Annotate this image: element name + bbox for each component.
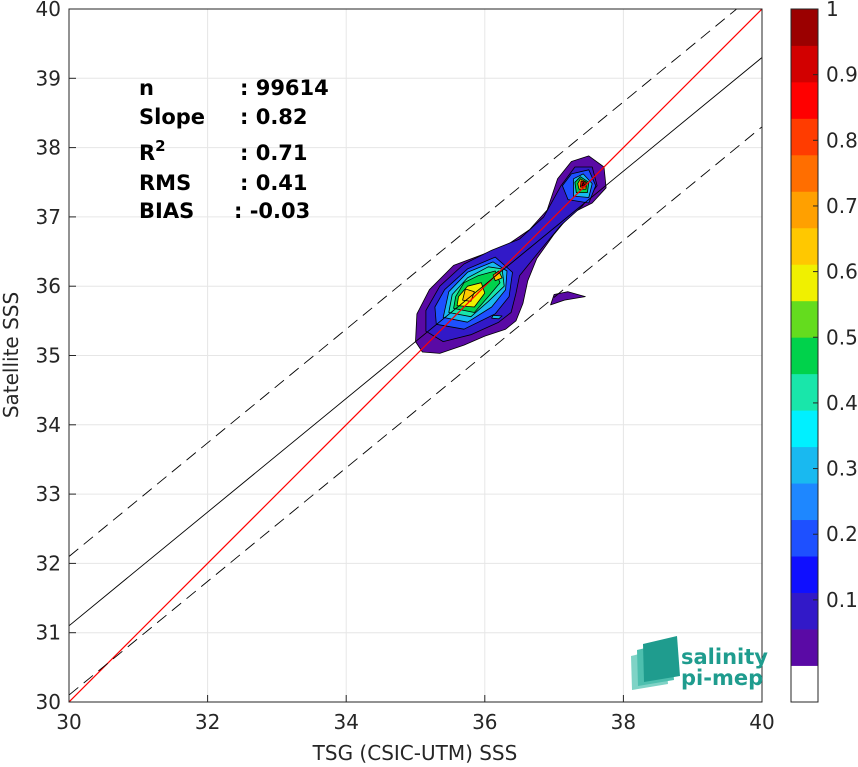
logo-mark-icon: [631, 636, 680, 690]
colorbar-frame: [790, 8, 819, 703]
y-tick-label: 38: [36, 136, 61, 160]
colorbar-segment: [791, 191, 818, 229]
stat-name: RMS: [139, 171, 191, 195]
colorbar-segment: [791, 227, 818, 265]
colorbar-tick-label: 0.9: [826, 63, 858, 87]
colorbar-segment: [791, 9, 818, 46]
colorbar-tick-label: 0.8: [826, 128, 858, 152]
identity-line: [69, 9, 762, 702]
y-tick-label: 39: [36, 66, 61, 90]
colorbar-tick-label: 0.1: [826, 588, 858, 612]
colorbar-segment: [791, 519, 818, 557]
colorbar: 0.1 0.2 0.3 0.4 0.5 0.6 0.7 0.8 0.9 1: [790, 0, 858, 703]
density-contour: [581, 181, 585, 187]
salinity-pi-mep-logo: salinity pi-mep: [631, 636, 768, 690]
colorbar-segment: [791, 81, 818, 119]
stat-name: BIAS: [139, 199, 194, 223]
statistics-box: n : 99614 Slope : 0.82 R2 : 0.71 RMS : 0.41 BIAS…: [139, 76, 329, 223]
colorbar-segment: [791, 337, 818, 375]
colorbar-tick-label: 0.4: [826, 391, 858, 415]
y-tick-label: 31: [36, 621, 61, 645]
x-tick-label: 34: [333, 710, 358, 734]
stat-superscript: 2: [155, 137, 165, 155]
colorbar-segment: [791, 556, 818, 593]
y-tick-label: 34: [36, 413, 61, 437]
stat-name: n: [139, 76, 154, 100]
regression-line: [69, 57, 762, 627]
logo-line1: salinity: [681, 645, 768, 669]
stat-value: : 0.41: [240, 171, 308, 195]
density-contour: [550, 291, 586, 306]
fit-lines: [69, 9, 762, 702]
stat-value: : 0.82: [240, 105, 308, 129]
colorbar-segment: [791, 264, 818, 302]
colorbar-tick-label: 0.7: [826, 194, 858, 218]
x-ticks: 30 32 34 36 38 40: [56, 695, 775, 734]
density-contour: [491, 314, 503, 320]
colorbar-segment: [791, 373, 818, 411]
colorbar-tick-label: 0.5: [826, 325, 858, 349]
y-tick-label: 30: [36, 690, 61, 714]
x-axis-label: TSG (CSIC-UTM) SSS: [312, 741, 518, 765]
colorbar-segment: [791, 300, 818, 338]
x-tick-label: 38: [611, 710, 636, 734]
y-tick-label: 37: [36, 205, 61, 229]
x-tick-label: 32: [195, 710, 220, 734]
y-ticks: 30 31 32 33 34 35 36 37 38 39 40: [36, 0, 76, 714]
y-axis-label: Satellite SSS: [0, 292, 23, 418]
stat-value: : 99614: [240, 76, 329, 100]
y-tick-label: 36: [36, 274, 61, 298]
stat-value: : -0.03: [234, 199, 310, 223]
density-contours: [415, 155, 607, 354]
colorbar-segment: [791, 45, 818, 83]
y-tick-label: 33: [36, 482, 61, 506]
colorbar-tick-label: 1: [826, 0, 839, 21]
y-tick-label: 40: [36, 0, 61, 21]
y-tick-label: 35: [36, 344, 61, 368]
colorbar-tick-label: 0.3: [826, 457, 858, 481]
stat-name: R2: [139, 137, 166, 165]
colorbar-segment: [791, 665, 818, 703]
colorbar-tick-label: 0.2: [826, 522, 858, 546]
colorbar-segment: [791, 592, 818, 630]
logo-line2: pi-mep: [681, 666, 763, 690]
x-tick-label: 40: [749, 710, 774, 734]
colorbar-segment: [791, 154, 818, 192]
stat-value: : 0.71: [240, 141, 308, 165]
colorbar-segment: [791, 446, 818, 484]
density-contour: [462, 288, 475, 302]
colorbar-segment: [791, 118, 818, 156]
lower-bound-line: [69, 126, 762, 696]
colorbar-segment: [791, 629, 818, 666]
y-tick-label: 32: [36, 551, 61, 575]
colorbar-segment: [791, 410, 818, 448]
upper-bound-line: [69, 9, 738, 557]
colorbar-segment: [791, 483, 818, 521]
stat-name: Slope: [139, 105, 205, 129]
x-tick-label: 36: [472, 710, 497, 734]
x-tick-label: 30: [56, 710, 81, 734]
colorbar-tick-label: 0.6: [826, 260, 858, 284]
